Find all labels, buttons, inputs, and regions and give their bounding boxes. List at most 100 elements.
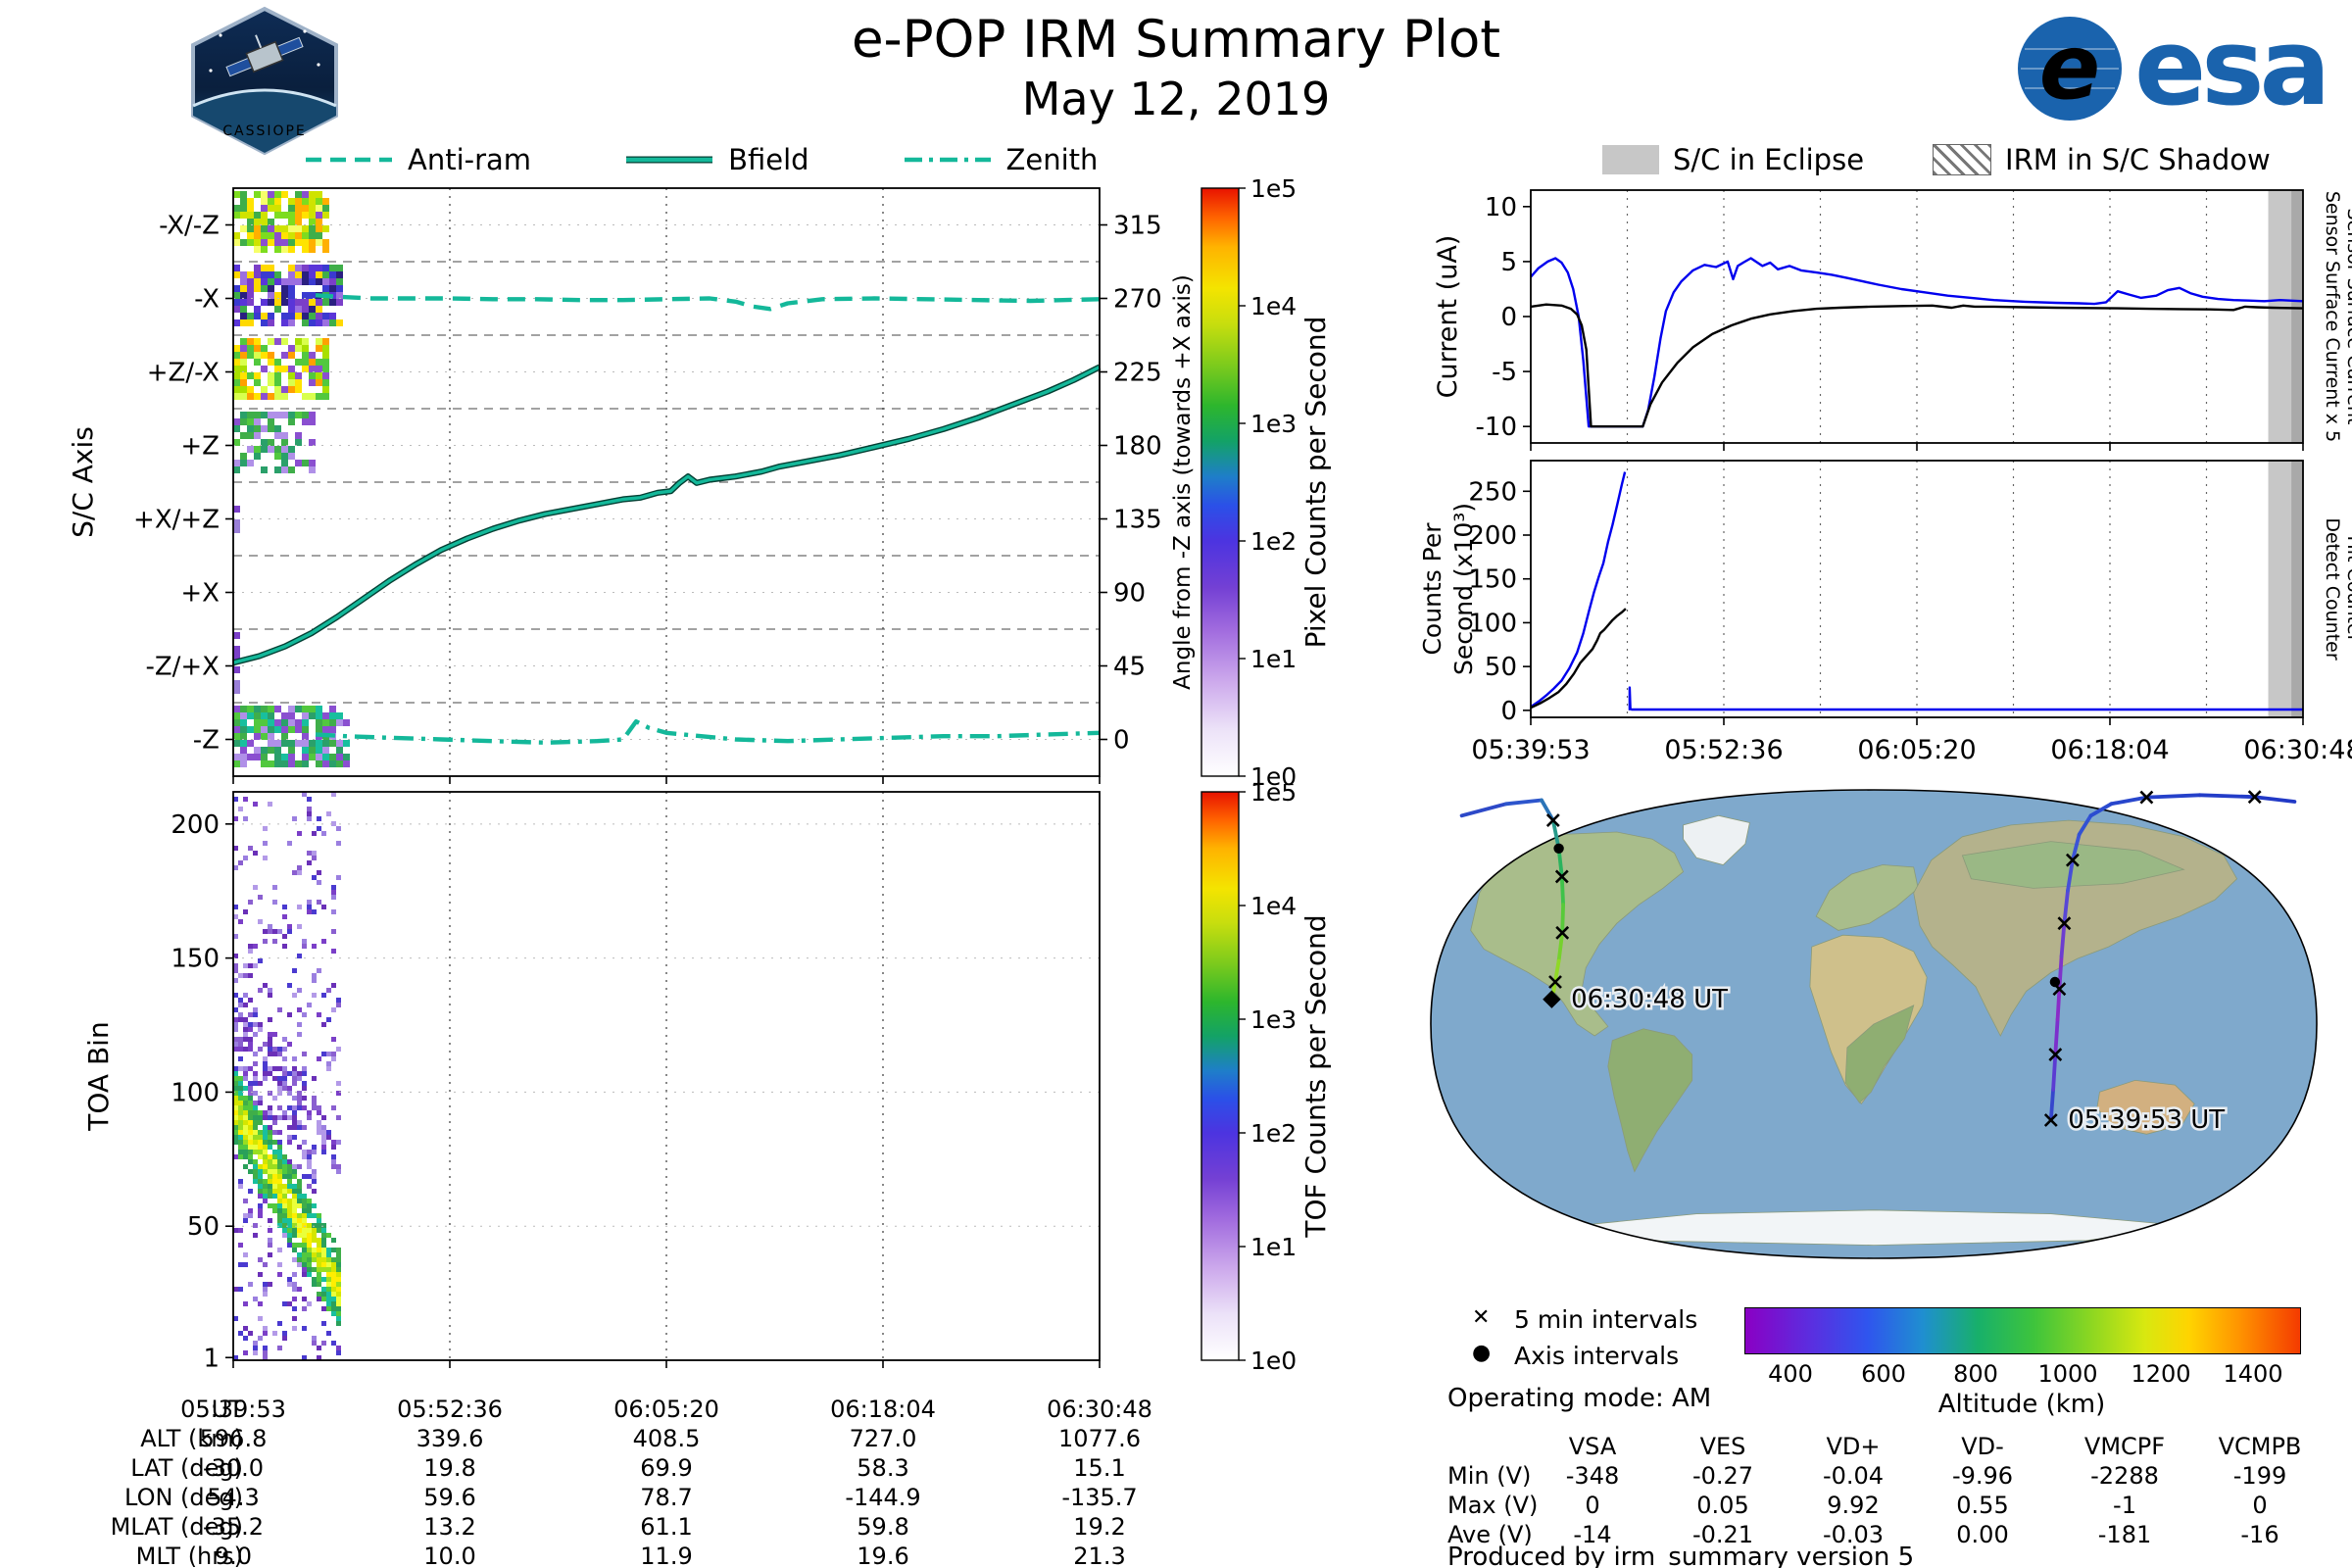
altitude-tick: 800 [1953,1360,1998,1388]
ephem-value: 61.1 [640,1513,693,1541]
current-tick: -10 [1476,413,1517,442]
five-min-marker-icon [2247,790,2262,805]
ephem-value: 69.9 [640,1454,693,1482]
angle-tick: 180 [1113,432,1162,462]
time-tick-label: 06:18:04 [2050,735,2169,765]
colorbar-tick: 1e2 [1250,1119,1297,1148]
voltage-value: -9.96 [1951,1462,2014,1490]
voltage-column-header: VD+ [1826,1433,1881,1460]
sc-axis-category: +Z/-X [147,359,220,388]
angle-tick: 270 [1113,285,1162,315]
ephem-value: 78.7 [640,1484,693,1511]
voltage-column-header: VCMPB [2218,1433,2302,1460]
colorbar-tick: 1e0 [1250,762,1297,791]
voltage-value: -0.04 [1822,1462,1885,1490]
angle-axis-label: Angle from -Z axis (towards +X axis) [1170,274,1196,690]
five-min-marker-icon [1555,925,1570,940]
toa-tick: 100 [171,1078,220,1107]
current-tick: 10 [1485,193,1517,222]
voltage-column-header: VMCPF [2083,1433,2166,1460]
ephem-value: 339.6 [416,1425,484,1452]
angle-tick: 135 [1113,506,1162,535]
sc-axis-ylabel: S/C Axis [67,426,99,538]
tof-colorbar [1200,791,1240,1361]
right-label-detect-counter: Detect Counter [2322,517,2343,661]
right-label-surface-current: Sensor Surface Current [2343,209,2352,425]
five-min-marker-icon [1548,975,1562,989]
ephem-value: -144.9 [845,1484,921,1511]
legend-line-sample-icon [626,156,713,164]
hatch-swatch-icon [1933,144,1992,175]
continents [1470,814,2238,1247]
legend-label: IRM in S/C Shadow [2005,143,2271,176]
patch-mission-name: CASSIOPE [222,123,307,139]
five-min-marker-icon [2057,916,2072,931]
colorbar-tick: 1e1 [1250,1233,1297,1261]
legend-item-zenith: Zenith [903,143,1099,176]
voltage-value: -0.27 [1691,1462,1754,1490]
current-ylabel: Current (uA) [1433,235,1463,399]
angle-tick: 45 [1113,653,1146,682]
esa-logo: e esa [2015,7,2330,129]
current-tick: 0 [1500,303,1517,332]
voltage-value: -16 [2240,1521,2279,1548]
five-min-marker-icon [2043,1113,2058,1127]
colorbar-tick: 1e1 [1250,645,1297,673]
orientation-legend: Anti-ram Bfield Zenith [304,143,1098,176]
altitude-tick: 1000 [2037,1360,2098,1388]
colorbar-tick: 1e3 [1250,410,1297,438]
five-min-marker-icon [2065,853,2080,867]
sc-axis-category: -Z/+X [145,653,220,682]
voltage-value: -199 [2232,1462,2287,1490]
map-legend-label: 5 min intervals [1514,1305,1698,1334]
produced-by-text: Produced by irm_summary version 5 [1447,1543,1915,1568]
sc-axis-category: +X/+Z [133,506,220,535]
legend-label: Zenith [1005,143,1099,176]
page-date: May 12, 2019 [1021,73,1331,125]
altitude-tick: 400 [1768,1360,1813,1388]
earth-glow [192,88,337,108]
svg-text:e: e [2039,15,2100,120]
ephem-row-label: ALT (km) [140,1425,243,1452]
earth-limb [193,90,336,153]
ephem-value: -30.0 [202,1454,265,1482]
satellite-icon [225,34,304,77]
sc-axis-category: -X [194,285,220,315]
axis-interval-marker-icon [1553,843,1564,854]
map-legend-dot-icon: ● [1472,1341,1492,1365]
voltage-value: -1 [2113,1492,2136,1519]
altitude-tick: 1200 [2131,1360,2191,1388]
ephem-value: 19.8 [423,1454,476,1482]
pixel-colorbar-label: Pixel Counts per Second [1299,317,1332,649]
colorbar-tick: 1e4 [1250,292,1297,320]
voltage-value: 9.92 [1827,1492,1880,1519]
ground-track-map: 05:39:53 UT 06:30:48 UT [1430,789,2318,1259]
ephem-value: 11.9 [640,1543,693,1568]
current-tick: -5 [1492,358,1517,387]
legend-item-shadow: IRM in S/C Shadow [1933,143,2271,176]
ephem-row-label: LAT (deg) [130,1454,243,1482]
esa-globe-icon: e [2018,15,2122,121]
ephem-value: 59.6 [423,1484,476,1511]
voltage-value: -348 [1565,1462,1620,1490]
legend-label: Bfield [728,143,809,176]
esa-wordmark: esa [2134,7,2330,129]
world-map: 05:39:53 UT 06:30:48 UT [1430,789,2318,1259]
pixel-spectrogram [233,191,350,767]
series-sensor-surface-current [1530,303,2304,428]
ephem-value: 58.3 [857,1454,909,1482]
sc-axis-category: +X [180,579,220,609]
voltage-row-label: Min (V) [1447,1462,1532,1490]
colorbar-tick: 1e5 [1250,784,1297,807]
sc-axis-category: -X/-Z [159,212,220,241]
ephem-value: 15.1 [1073,1454,1126,1482]
time-tick-label: 06:05:20 [1857,735,1976,765]
time-tick-label: 06:30:48 [2243,735,2352,765]
time-tick-label: 05:52:36 [1664,735,1783,765]
series-sensor-surface-current-x-5 [1530,257,2304,428]
right-label-detect-current: Sensor Surface Current x 5 [2322,191,2343,442]
counts-tick: 250 [1468,477,1517,507]
voltage-column-header: VSA [1568,1433,1617,1460]
pixel-colorbar [1200,187,1240,777]
